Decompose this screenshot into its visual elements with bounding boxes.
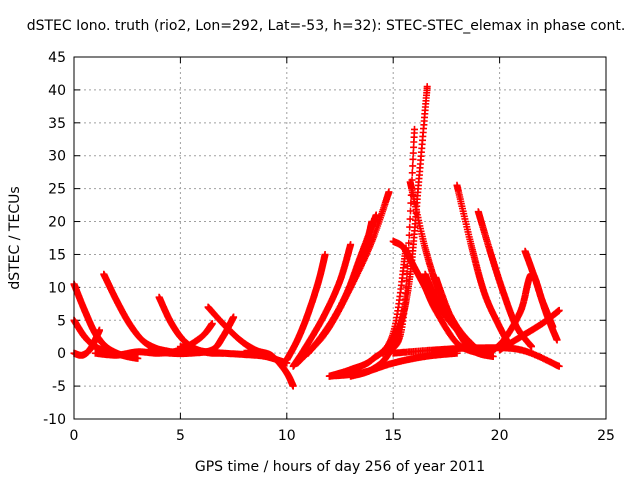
marker-trace — [521, 247, 561, 344]
series-sat-z — [521, 247, 561, 344]
marker-trace — [474, 208, 535, 351]
y-tick-label: 40 — [48, 83, 66, 99]
marker-trace — [283, 251, 329, 364]
series-sat-x — [474, 208, 535, 351]
x-tick-label: 15 — [384, 428, 402, 444]
series-sat-w — [453, 181, 514, 351]
y-tick-label: 20 — [48, 215, 66, 231]
grid — [73, 56, 607, 420]
y-tick-label: 0 — [57, 346, 66, 362]
series-sat-j — [240, 349, 297, 390]
marker-trace — [379, 83, 431, 357]
y-tick-label: 35 — [48, 116, 66, 132]
x-tick-label: 20 — [491, 428, 509, 444]
y-tick-label: -5 — [52, 379, 66, 395]
series-sat-cc — [325, 349, 461, 380]
x-tick-label: 5 — [176, 428, 185, 444]
plot-frame — [73, 56, 607, 420]
y-tick-label: 10 — [48, 280, 66, 296]
marker-trace — [240, 349, 297, 390]
x-tick-label: 25 — [597, 428, 615, 444]
series-sat-k — [283, 251, 329, 364]
series-sat-r — [379, 83, 431, 357]
tick-labels: 0 5 10 15 20 25 -10 -5 0 5 10 15 20 25 30 35 40 45 — [43, 50, 615, 444]
y-tick-label: -10 — [43, 412, 66, 428]
y-axis-label: dSTEC / TECUs — [7, 186, 23, 289]
x-axis-label: GPS time / hours of day 256 of year 2011 — [195, 459, 485, 475]
series-sat-o — [304, 188, 393, 357]
marker-trace — [453, 181, 514, 351]
plot-area — [70, 83, 563, 390]
series-sat-d — [100, 270, 184, 357]
y-tick-label: 45 — [48, 50, 66, 66]
y-tick-label: 30 — [48, 149, 66, 165]
ticks — [73, 56, 607, 420]
y-tick-label: 15 — [48, 247, 66, 263]
marker-trace — [389, 344, 563, 370]
series-sat-bb — [389, 344, 563, 370]
y-tick-label: 5 — [57, 313, 66, 329]
marker-trace — [325, 349, 461, 380]
x-tick-label: 10 — [278, 428, 296, 444]
marker-trace — [304, 188, 393, 357]
x-tick-label: 0 — [70, 428, 79, 444]
y-tick-label: 25 — [48, 182, 66, 198]
marker-trace — [100, 270, 184, 357]
chart-title: dSTEC Iono. truth (rio2, Lon=292, Lat=-5… — [27, 18, 626, 34]
